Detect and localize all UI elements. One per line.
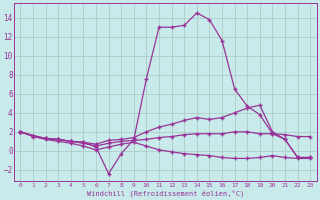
X-axis label: Windchill (Refroidissement éolien,°C): Windchill (Refroidissement éolien,°C) [87,189,244,197]
